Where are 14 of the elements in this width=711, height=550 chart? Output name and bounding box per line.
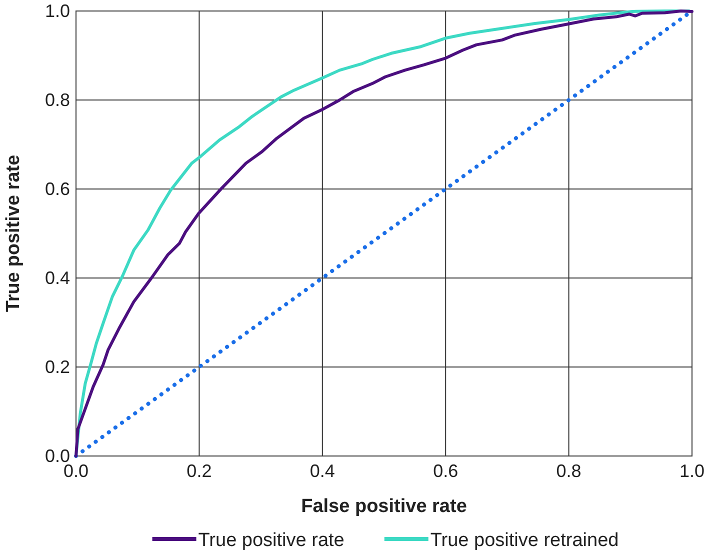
y-axis-title: True positive rate: [3, 154, 24, 312]
y-tick-label: 0.8: [44, 90, 70, 110]
y-tick-label: 1.0: [44, 0, 70, 21]
x-tick-label: 0.2: [186, 460, 212, 481]
x-axis-title: False positive rate: [301, 496, 467, 517]
x-tick-label: 0.4: [310, 460, 335, 481]
x-tick-label: 0.8: [556, 460, 582, 481]
legend-label: True positive rate: [198, 530, 344, 550]
x-tick-label: 0.6: [433, 460, 458, 481]
x-tick-label: 1.0: [679, 460, 705, 481]
y-tick-label: 0.6: [44, 178, 70, 199]
y-tick-label: 0.2: [44, 356, 70, 377]
legend-label: True positive retrained: [430, 530, 619, 550]
y-tick-label: 0.4: [44, 268, 70, 288]
